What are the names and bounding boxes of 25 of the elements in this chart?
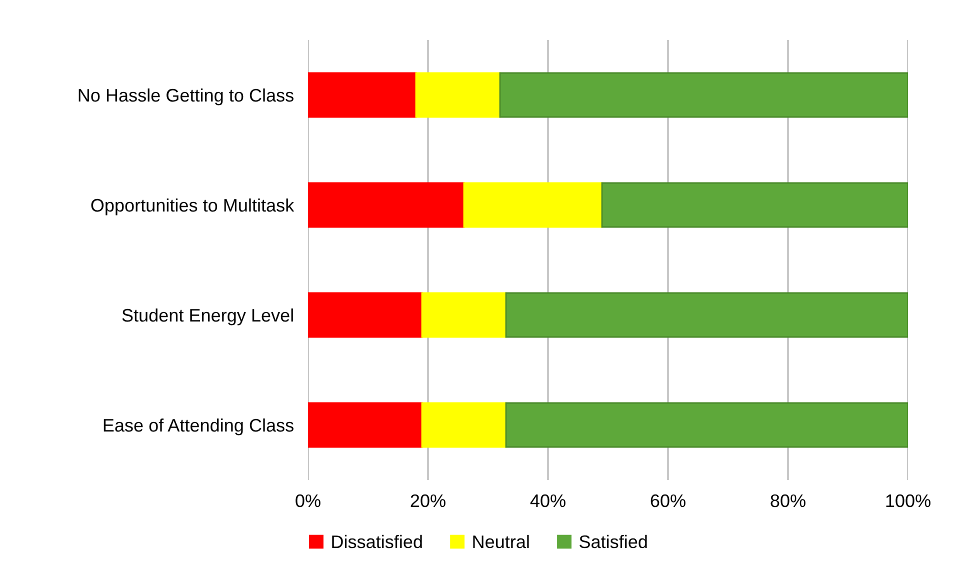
legend-label: Dissatisfied bbox=[332, 534, 422, 548]
bar bbox=[308, 72, 417, 118]
y-tick-label: No Hassle Getting to Class bbox=[78, 88, 294, 106]
y-tick-label: Student Energy Level bbox=[122, 308, 293, 326]
x-tick-label: 60% bbox=[650, 494, 686, 508]
x-tick-label: 80% bbox=[770, 494, 806, 508]
bar bbox=[505, 402, 908, 448]
bar bbox=[463, 182, 603, 228]
bar bbox=[505, 292, 908, 338]
bar bbox=[308, 182, 465, 228]
x-tick-label: 0% bbox=[296, 494, 320, 508]
bar bbox=[421, 402, 507, 448]
bar bbox=[308, 402, 423, 448]
bar bbox=[421, 292, 507, 338]
legend-label: Neutral bbox=[473, 534, 529, 548]
y-tick-label: Opportunities to Multitask bbox=[91, 198, 294, 216]
bar bbox=[499, 72, 908, 118]
x-tick-label: 20% bbox=[410, 494, 446, 508]
legend-label: Satisfied bbox=[580, 534, 647, 548]
y-tick-label: Ease of Attending Class bbox=[104, 418, 294, 436]
bar bbox=[415, 72, 501, 118]
x-tick-label: 40% bbox=[530, 494, 566, 508]
x-tick-label: 100% bbox=[886, 494, 930, 508]
bar bbox=[308, 292, 423, 338]
bar bbox=[601, 182, 908, 228]
